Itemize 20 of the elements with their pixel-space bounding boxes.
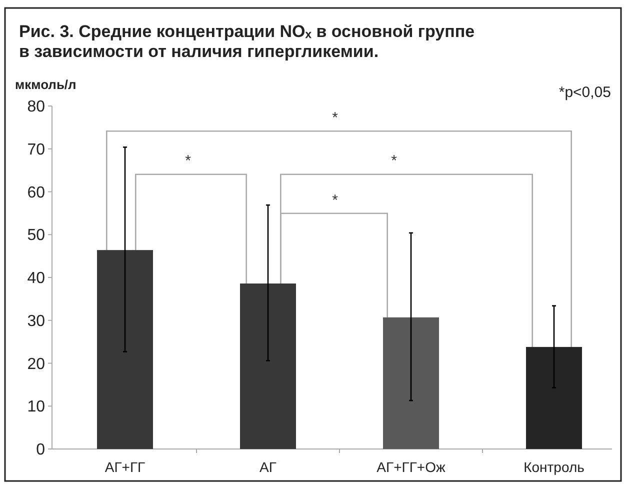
y-tick-label: 10 (27, 398, 46, 416)
chart-title: Рис. 3. Средние концентрации NOₓ в основной группе в зависимости от наличия гипергликемии. (19, 22, 475, 61)
y-tick-label: 20 (27, 356, 46, 373)
text: *p<0,05 (558, 84, 611, 101)
annotation: * (185, 152, 192, 170)
y-tick-label: 80 (27, 98, 46, 116)
x-tick-label: Контроль (524, 459, 584, 475)
y-axis-title: мкмоль/л (15, 77, 76, 92)
y-tick-label: 40 (27, 270, 46, 288)
y-tick-label: 60 (27, 184, 46, 202)
y-tick-label: 70 (27, 141, 46, 158)
y-tick-label: 50 (27, 227, 46, 244)
x-tick-label: АГ (260, 459, 277, 475)
annotation: * (332, 192, 338, 209)
x-tick-label: АГ+ГГ+Ож (376, 459, 446, 475)
annotation: * (391, 152, 398, 170)
x-tick-label: АГ+ГГ (104, 459, 146, 475)
y-tick-label: 0 (36, 442, 46, 459)
y-tick-label: 30 (27, 312, 46, 330)
annotation: * (332, 109, 338, 126)
